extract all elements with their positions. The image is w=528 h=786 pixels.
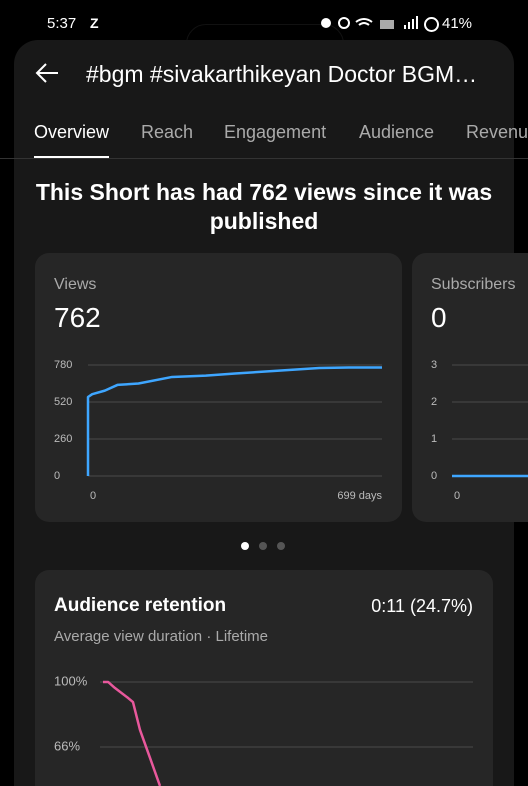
battery-icon xyxy=(424,17,439,32)
tab[interactable]: Revenue xyxy=(466,122,528,142)
status-icons xyxy=(320,16,420,30)
x-tick-label: 0 xyxy=(454,490,460,502)
pager-dots xyxy=(241,542,285,550)
retention-card[interactable] xyxy=(35,570,493,786)
tab[interactable]: Engagement xyxy=(224,122,327,142)
pager-dot[interactable] xyxy=(259,542,267,550)
y-tick-label: 0 xyxy=(431,470,437,482)
x-tick-label: 699 days xyxy=(337,490,382,502)
y-tick-label: 520 xyxy=(54,396,72,408)
y-tick-label: 780 xyxy=(54,359,72,371)
battery: 41% xyxy=(442,15,473,32)
clock: 5:37 xyxy=(47,15,77,32)
signal xyxy=(412,19,414,29)
notification-icon: Z xyxy=(90,15,99,31)
views-card[interactable] xyxy=(35,253,402,522)
alarm xyxy=(338,17,350,29)
signal xyxy=(408,22,410,29)
y-tick-label: 2 xyxy=(431,396,437,408)
y-tick-label: 1 xyxy=(431,433,437,445)
card-total: 0 xyxy=(431,302,447,333)
card-title: Subscribers xyxy=(431,276,516,293)
retention-summary: 0:11 (24.7%) xyxy=(371,596,473,616)
y-tick-label: 0 xyxy=(54,470,60,482)
y-tick-label: 66% xyxy=(54,738,80,753)
y-tick-label: 100% xyxy=(54,673,88,688)
tab[interactable]: Reach xyxy=(141,122,194,142)
tab-bar: Overview Reach Engagement Audience Revenue xyxy=(0,120,528,159)
volte xyxy=(380,20,394,29)
card-title: Views xyxy=(54,276,97,293)
back-button[interactable] xyxy=(34,62,60,84)
card-title: Audience retention xyxy=(54,595,227,616)
headline: This Short has had 762 views since it wa… xyxy=(35,179,493,234)
tab[interactable]: Audience xyxy=(359,122,435,142)
status-icons-svg xyxy=(321,16,418,29)
y-tick-label: 260 xyxy=(54,433,72,445)
moon xyxy=(321,18,331,28)
pager-dot[interactable] xyxy=(241,542,249,550)
video-title: #bgm #sivakarthikeyan Doctor BGM… xyxy=(86,61,478,87)
y-tick-label: 3 xyxy=(431,359,437,371)
data-line xyxy=(103,680,162,786)
card-subtitle: Average view duration · Lifetime xyxy=(54,628,268,645)
data-line xyxy=(86,366,382,476)
tab[interactable]: Overview xyxy=(34,122,110,158)
x-tick-label: 0 xyxy=(90,490,96,502)
pager-dot[interactable] xyxy=(277,542,285,550)
wifi xyxy=(355,18,373,26)
signal xyxy=(404,25,406,29)
signal xyxy=(416,16,418,29)
card-total: 762 xyxy=(54,302,101,333)
